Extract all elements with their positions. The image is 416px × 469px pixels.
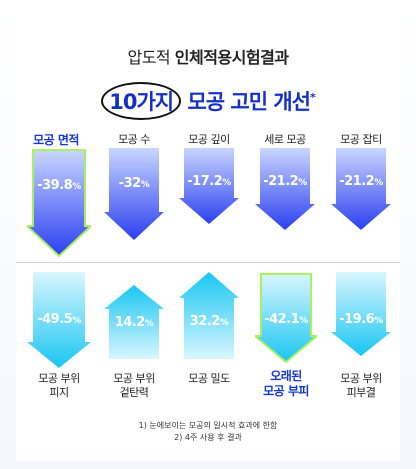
arrow-down-4: -21.2%: [255, 148, 315, 232]
headline-rest: 모공 고민 개선: [187, 90, 311, 114]
top-value-4: -21.2%: [263, 174, 307, 189]
title-bold: 인체적용시험결과: [174, 48, 289, 67]
top-value-2: -32%: [118, 176, 150, 191]
title-prefix: 압도적: [127, 48, 171, 67]
arrow-down-7: -42.1%: [255, 272, 317, 364]
headline: 10가지 모공 고민 개선*: [0, 82, 416, 120]
arrow-down-6: -49.5%: [27, 272, 91, 370]
bottom-label-3: 모공 밀도: [188, 372, 230, 385]
bottom-label-5: 모공 부위 피부결: [340, 372, 382, 399]
bottom-label-2: 모공 부위 겉탄력: [113, 372, 155, 399]
arrow-down-5: -21.2%: [331, 148, 391, 232]
top-label-2: 모공 수: [118, 133, 150, 146]
top-label-1: 모공 면적: [33, 133, 79, 147]
bottom-label-4: 오래된 모공 부피: [263, 369, 309, 398]
bottom-value-2: 14.2%: [114, 315, 154, 330]
footnote-1: 1) 눈에보이는 모공의 일시적 효과에 한함: [138, 421, 278, 430]
headline-mark: *: [309, 91, 316, 104]
top-label-3: 모공 깊이: [188, 133, 230, 146]
top-label-5: 모공 잡티: [340, 133, 382, 146]
bottom-value-4: -42.1%: [264, 312, 308, 327]
arrow-up-1: 14.2%: [104, 285, 164, 359]
footnote-2: 2) 4주 사용 후 결과: [174, 433, 242, 442]
row-divider: [16, 262, 400, 263]
top-value-5: -21.2%: [339, 174, 383, 189]
bottom-label-1: 모공 부위 피지: [38, 372, 80, 399]
top-label-4: 세로 모공: [264, 133, 306, 146]
arrow-up-2: 32.2%: [179, 272, 239, 359]
arrow-down-2: -32%: [104, 148, 164, 242]
top-value-1: -39.8%: [37, 178, 81, 193]
arrow-down-8: -19.6%: [331, 272, 391, 358]
headline-circled: 10가지: [101, 82, 182, 120]
top-value-3: -17.2%: [187, 174, 231, 189]
bottom-value-3: 32.2%: [189, 314, 229, 329]
arrow-down-1: -39.8%: [27, 148, 91, 258]
bottom-value-1: -49.5%: [37, 312, 81, 327]
bottom-value-5: -19.6%: [339, 312, 383, 327]
arrow-down-3: -17.2%: [179, 148, 239, 226]
page-title: 압도적 인체적용시험결과: [0, 44, 416, 68]
